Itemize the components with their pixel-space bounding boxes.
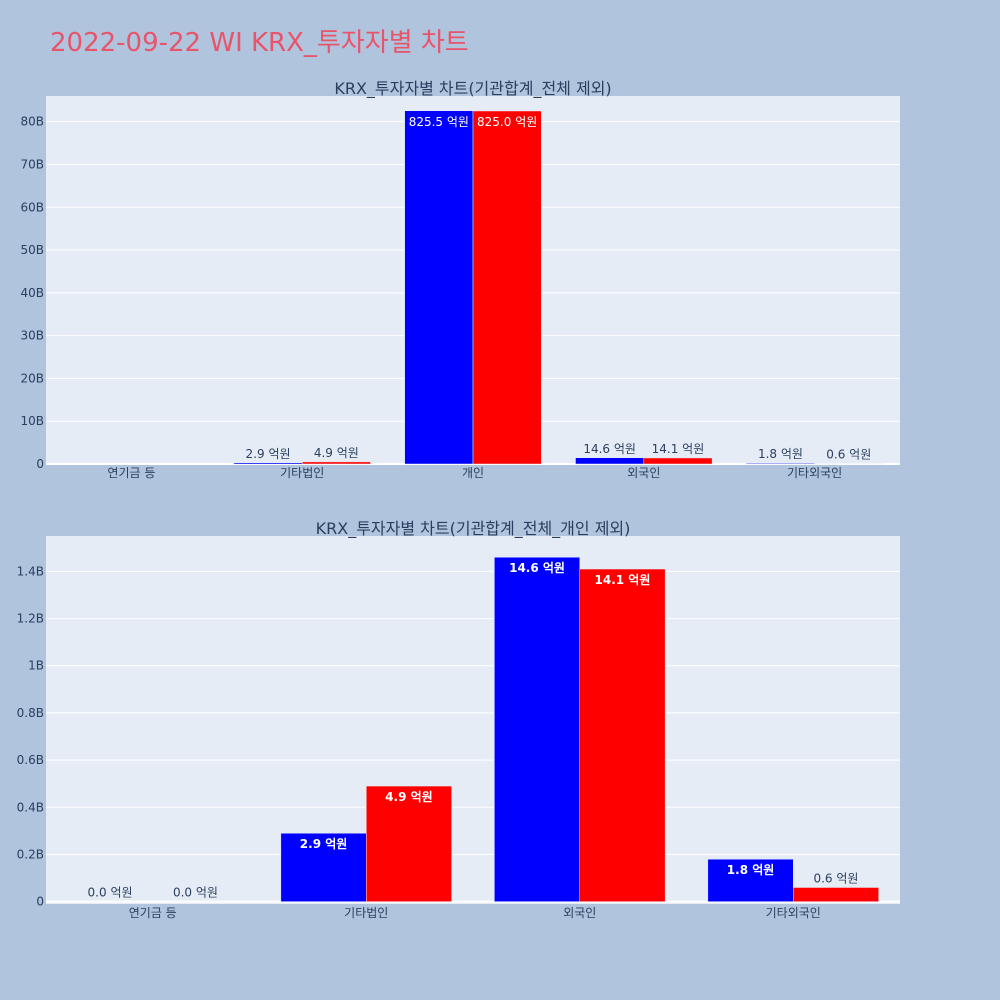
y-tick-label: 1B [28, 659, 44, 673]
x-tick-label: 기타외국인 [766, 906, 821, 920]
x-tick-label: 외국인 [563, 906, 596, 920]
y-tick-label: 1.4B [17, 564, 44, 578]
x-tick-label: 기타법인 [280, 466, 324, 480]
bar-value-label: 14.1 억원 [595, 573, 651, 587]
bar [707, 858, 794, 902]
bar-value-label: 4.9 억원 [385, 790, 433, 804]
y-tick-label: 0.4B [17, 800, 44, 814]
bar [575, 457, 645, 465]
bar [280, 832, 367, 902]
bar-value-label: 0.6 억원 [826, 448, 871, 462]
bar [472, 110, 542, 465]
x-tick-label: 연기금 등 [129, 906, 177, 920]
y-tick-label: 70B [20, 157, 44, 171]
bar-value-label: 14.1 억원 [652, 442, 705, 456]
y-tick-label: 50B [20, 243, 44, 257]
bar-value-label: 0.0 억원 [88, 886, 133, 900]
y-tick-label: 80B [20, 115, 44, 129]
y-tick-label: 20B [20, 371, 44, 385]
x-tick-label: 개인 [462, 466, 484, 480]
bar-value-label: 2.9 억원 [300, 837, 348, 851]
chart-panel-1: 0 10B 20B 30B 40B 50B 60B 70B 80B KRX_투자자별 차트(기관합… [20, 79, 900, 480]
bar [793, 887, 879, 902]
bar-value-label: 0.6 억원 [813, 871, 858, 885]
bar-value-label: 1.8 억원 [758, 447, 803, 461]
y-tick-label: 0 [36, 895, 44, 909]
y-tick-label: 30B [20, 329, 44, 343]
x-tick-label: 기타외국인 [787, 466, 842, 480]
y-tick-label: 1.2B [17, 612, 44, 626]
bar [301, 461, 371, 465]
y-tick-label: 0.6B [17, 753, 44, 767]
bar-value-label: 0.0 억원 [173, 886, 218, 900]
plot-area [46, 536, 900, 904]
y-tick-label: 10B [20, 414, 44, 428]
bar-value-label: 14.6 억원 [583, 442, 636, 456]
bar-value-label: 825.0 억원 [477, 115, 537, 129]
y-tick-label: 0.2B [17, 847, 44, 861]
bar [643, 457, 713, 465]
chart-panel-2: 0 0.2B 0.4B 0.6B 0.8B 1B 1.2B 1.4B KRX_투자자별 차트(기… [17, 519, 900, 920]
chart-title: KRX_투자자별 차트(기관합계_전체 제외) [334, 79, 611, 99]
bar [233, 462, 303, 465]
x-tick-label: 연기금 등 [107, 466, 155, 480]
bar [579, 568, 666, 902]
x-tick-label: 기타법인 [344, 906, 388, 920]
bar [366, 785, 452, 902]
bar-value-label: 2.9 억원 [246, 447, 291, 461]
y-tick-label: 40B [20, 286, 44, 300]
bar [494, 556, 581, 902]
chart-title: KRX_투자자별 차트(기관합계_전체_개인 제외) [316, 519, 631, 539]
bar [746, 462, 815, 465]
bar-value-label: 825.5 억원 [409, 115, 469, 129]
y-tick-label: 0.8B [17, 706, 44, 720]
bar [404, 110, 474, 465]
bar-value-label: 4.9 억원 [314, 446, 359, 460]
page-title: 2022-09-22 WI KRX_투자자별 차트 [50, 28, 469, 58]
bar-value-label: 14.6 억원 [509, 561, 565, 575]
y-tick-label: 0 [36, 457, 44, 471]
bar-value-label: 1.8 억원 [727, 863, 775, 877]
y-tick-label: 60B [20, 200, 44, 214]
x-tick-label: 외국인 [627, 466, 660, 480]
